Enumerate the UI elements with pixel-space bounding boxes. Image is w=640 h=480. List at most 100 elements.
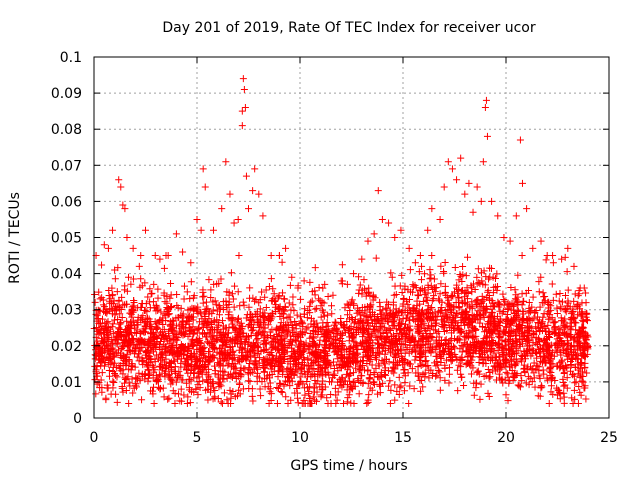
data-point — [543, 310, 551, 318]
data-point — [412, 284, 420, 292]
data-point — [326, 344, 334, 352]
data-point — [104, 318, 112, 326]
data-point — [487, 302, 495, 310]
data-point — [96, 307, 104, 315]
data-point — [486, 264, 494, 272]
data-point — [345, 301, 353, 309]
data-point — [289, 324, 297, 332]
data-point — [465, 320, 473, 328]
data-point — [153, 339, 161, 347]
data-point — [476, 395, 484, 403]
data-point — [288, 273, 296, 281]
data-point — [317, 302, 325, 310]
data-point — [295, 341, 303, 349]
data-point — [165, 310, 173, 318]
data-point — [306, 302, 314, 310]
data-point — [126, 382, 134, 390]
data-point — [304, 306, 312, 314]
data-point — [449, 292, 457, 300]
data-point — [436, 374, 444, 382]
data-point — [267, 397, 275, 405]
data-point — [514, 347, 522, 355]
data-point — [430, 359, 438, 367]
data-point — [239, 298, 247, 306]
data-point — [288, 328, 296, 336]
data-point — [343, 300, 351, 308]
data-point — [228, 355, 236, 363]
data-point — [491, 315, 499, 323]
data-point — [141, 338, 149, 346]
data-point — [465, 179, 473, 187]
data-point — [332, 342, 340, 350]
data-point — [227, 316, 235, 324]
data-point — [350, 338, 358, 346]
data-point — [552, 290, 560, 298]
data-point — [296, 347, 304, 355]
data-point — [162, 364, 170, 372]
data-point — [558, 356, 566, 364]
data-point — [576, 305, 584, 313]
data-point — [199, 358, 207, 366]
data-point — [530, 314, 538, 322]
data-point — [328, 302, 335, 310]
data-point — [331, 336, 339, 344]
data-point — [119, 360, 127, 368]
data-point — [363, 324, 371, 332]
data-point — [494, 298, 502, 306]
data-point — [138, 355, 146, 363]
data-point — [447, 357, 455, 365]
data-point — [499, 328, 507, 336]
data-point — [290, 329, 298, 337]
data-point — [501, 329, 509, 337]
x-axis-label: GPS time / hours — [290, 458, 407, 474]
data-point — [354, 357, 362, 365]
data-point — [217, 382, 225, 390]
data-point — [110, 378, 118, 386]
data-point — [346, 369, 354, 377]
data-point — [580, 340, 588, 348]
data-point — [163, 299, 171, 307]
data-point — [475, 358, 483, 366]
data-point — [513, 338, 521, 346]
data-point — [142, 347, 150, 355]
data-point — [538, 318, 546, 326]
data-point — [387, 269, 395, 277]
data-point — [157, 338, 164, 346]
data-point — [543, 334, 551, 342]
data-point — [219, 341, 227, 349]
data-point — [323, 329, 331, 337]
data-point — [462, 329, 470, 337]
data-point — [367, 301, 375, 309]
data-point — [306, 334, 314, 342]
data-point — [266, 328, 274, 336]
data-point — [382, 347, 390, 355]
data-point — [255, 190, 263, 198]
data-point — [453, 176, 461, 184]
data-point — [400, 295, 408, 303]
data-point — [427, 274, 435, 282]
data-point — [458, 297, 466, 305]
data-point — [547, 382, 555, 390]
data-point — [231, 393, 239, 401]
data-point — [430, 326, 438, 334]
data-point — [385, 311, 393, 319]
data-point — [287, 318, 295, 326]
data-point — [425, 310, 433, 318]
data-point — [461, 321, 469, 329]
data-point — [185, 375, 193, 383]
data-point — [327, 362, 335, 370]
data-point — [282, 244, 290, 252]
data-point — [366, 322, 374, 330]
data-point — [532, 307, 540, 315]
data-point — [200, 292, 208, 300]
data-point — [313, 397, 321, 405]
data-point — [197, 344, 205, 352]
data-point — [134, 318, 142, 326]
data-point — [312, 380, 320, 388]
data-point — [436, 386, 444, 394]
data-point — [183, 288, 191, 296]
data-point — [148, 325, 156, 333]
data-point — [211, 394, 219, 402]
data-point — [400, 324, 408, 332]
data-point — [503, 323, 511, 331]
